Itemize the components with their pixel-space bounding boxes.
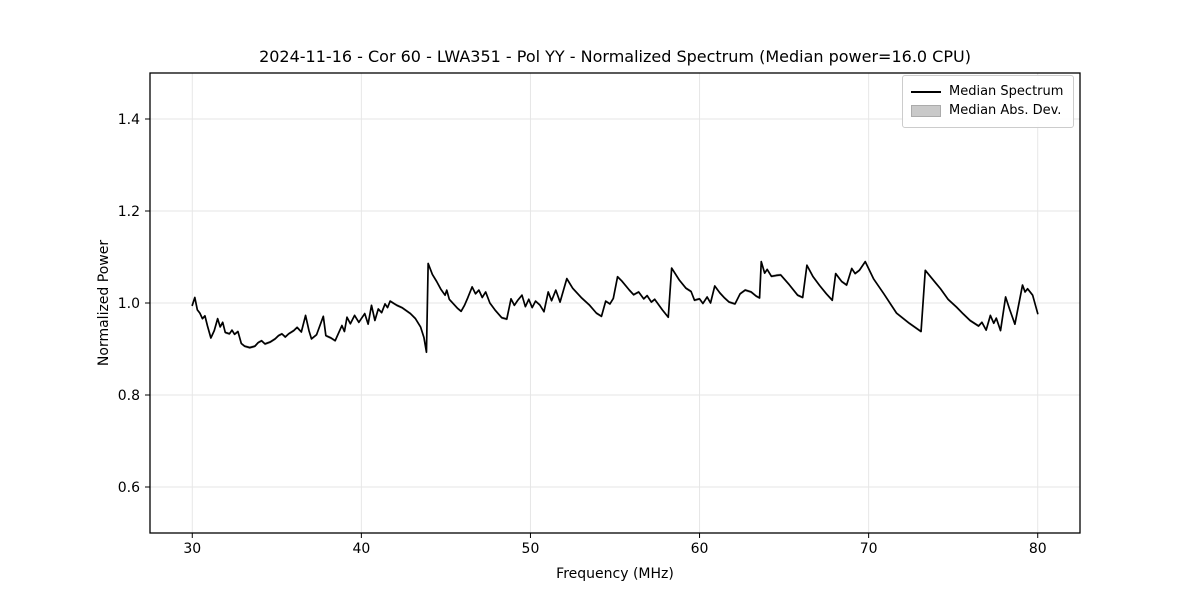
chart-title: 2024-11-16 - Cor 60 - LWA351 - Pol YY - …	[259, 47, 971, 66]
median-abs-dev-patch-swatch	[911, 104, 941, 117]
median-spectrum-line	[191, 260, 1039, 354]
mad-band	[192, 260, 1038, 354]
spectrum-line-group	[191, 260, 1039, 354]
x-tick-label: 70	[860, 541, 878, 557]
axes-frame	[149, 72, 1081, 534]
plot-frame	[149, 72, 1081, 534]
x-tick-label: 80	[1029, 541, 1047, 557]
y-tick-label: 1.0	[118, 296, 140, 312]
y-tick-label: 0.8	[118, 388, 140, 404]
legend-label: Median Abs. Dev.	[949, 103, 1062, 118]
y-tick-label: 1.4	[118, 112, 140, 128]
legend-label: Median Spectrum	[949, 84, 1064, 99]
mad-band-group	[192, 260, 1038, 354]
tick-labels: 30 40 50 60 70 80 0.6 0.8 1.0 1.2 1.4	[118, 112, 1047, 557]
legend-item-median-abs-dev: Median Abs. Dev.	[911, 101, 1065, 120]
grid-lines	[150, 73, 1080, 533]
y-tick-label: 1.2	[118, 204, 140, 220]
x-tick-label: 60	[691, 541, 709, 557]
tick-marks	[145, 118, 1039, 538]
median-spectrum-line-swatch	[911, 90, 941, 93]
y-axis-label: Normalized Power	[96, 239, 112, 367]
x-tick-label: 30	[183, 541, 201, 557]
x-axis-label: Frequency (MHz)	[556, 566, 674, 582]
legend-box: Median Spectrum Median Abs. Dev.	[902, 75, 1074, 128]
legend-item-median-spectrum: Median Spectrum	[911, 82, 1065, 101]
y-tick-label: 0.6	[118, 480, 140, 496]
x-tick-label: 40	[352, 541, 370, 557]
x-tick-label: 50	[522, 541, 540, 557]
